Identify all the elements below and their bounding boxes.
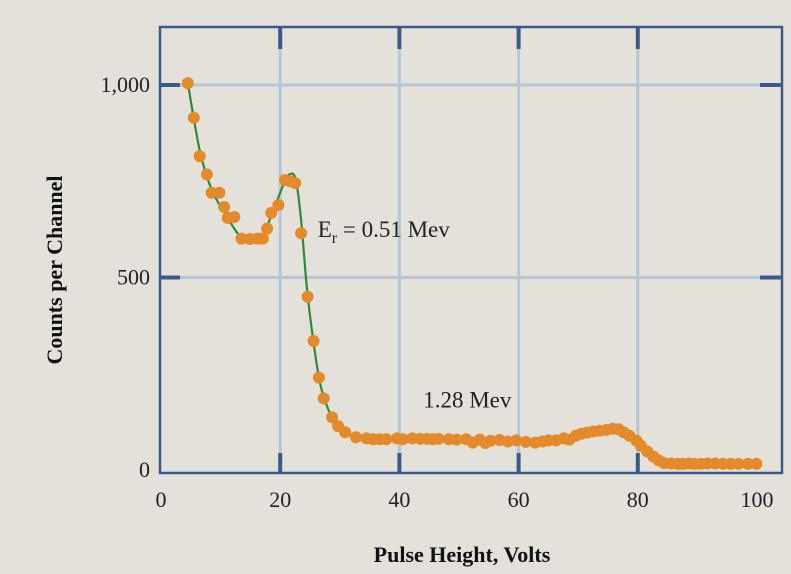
data-point-3 [200,168,213,181]
data-point-19 [295,227,308,240]
data-point-22 [312,371,325,384]
axes-frame [158,25,784,475]
data-point-14 [265,206,278,219]
data-point-15 [272,199,285,212]
data-point-24 [326,411,339,424]
x-tick-label-4: 80 [627,487,649,512]
data-point-84 [750,457,763,470]
data-point-45 [484,434,497,447]
x-tick-label-5: 100 [741,487,774,512]
data-point-13 [261,222,274,235]
data-point-83 [742,457,755,470]
tick-labels-layer: 0 20 40 60 80 100 0 500 1,000 [101,72,774,512]
data-point-20 [301,290,314,303]
data-point-5 [213,186,226,199]
annotation-er-main: E [318,217,332,242]
y-tick-label-0: 0 [139,457,150,482]
data-point-33 [396,433,409,446]
plot-frame [158,25,784,475]
x-tick-label-3: 60 [508,487,530,512]
y-tick-label-2: 1,000 [101,72,151,97]
data-point-31 [380,433,393,446]
data-point-26 [339,426,352,439]
data-point-48 [510,434,523,447]
annotation-er-value: = 0.51 Mev [337,217,450,242]
data-point-18 [289,177,302,190]
data-point-27 [349,431,362,444]
data-point-21 [307,335,320,348]
x-tick-label-1: 20 [269,487,291,512]
data-point-82 [732,457,745,470]
data-point-6 [218,201,231,214]
data-point-8 [228,211,241,224]
data-points-layer [181,77,763,470]
data-point-12 [256,232,269,245]
data-point-1 [187,111,200,124]
annotation-er: Er = 0.51 Mev [318,217,451,247]
data-point-2 [193,150,206,163]
annotation-128: 1.28 Mev [423,388,512,413]
data-point-38 [432,432,445,445]
annotation-er-subscript: r [332,230,338,247]
data-point-40 [450,433,463,446]
x-axis-title: Pulse Height, Volts [374,542,551,567]
data-point-49 [519,435,532,448]
data-point-23 [317,392,330,405]
grid-lines [160,27,782,473]
data-point-0 [181,77,194,90]
y-tick-label-1: 500 [117,265,150,290]
x-tick-label-2: 40 [388,487,410,512]
x-tick-label-0: 0 [156,487,167,512]
y-axis-title: Counts per Channel [42,175,67,364]
